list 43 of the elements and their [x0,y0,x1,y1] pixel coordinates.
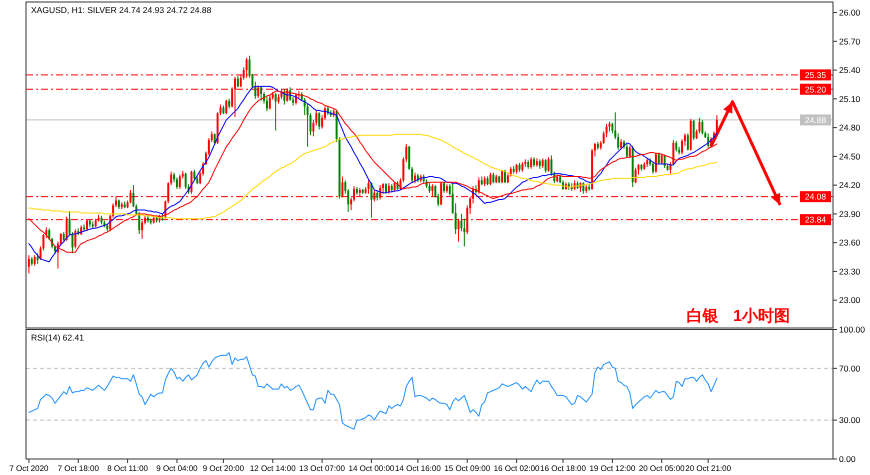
ref-label: 25.20 [800,84,831,95]
y-tick-label: 0.00 [839,454,856,464]
y-tick-label: 100.00 [839,324,866,334]
ref-line-label: 25.20 [804,84,826,94]
x-tick-label: 9 Oct 20:00 [202,464,245,473]
x-tick-label: 14 Oct 00:00 [348,464,395,473]
annotation: 白银 1小时图 [686,307,790,325]
y-tick-label: 25.10 [839,94,861,104]
x-tick-label: 12 Oct 14:00 [250,464,296,473]
x-tick-label: 8 Oct 11:00 [107,464,149,473]
x-tick-label: 16 Oct 18:00 [540,464,586,473]
chart-title: XAGUSD, H1: SILVER 24.74 24.93 24.72 24.88 [31,5,212,15]
x-tick-label: 20 Oct 21:00 [685,464,732,473]
ref-label: 23.84 [800,214,831,226]
ref-line-label: 25.35 [804,70,826,80]
x-tick-label: 20 Oct 05:00 [638,464,686,473]
x-tick-label: 13 Oct 07:00 [299,464,346,473]
y-tick-label: 23.00 [839,295,861,306]
y-tick-label: 24.80 [839,122,861,133]
y-tick-label: 30.00 [839,415,861,426]
ref-line-label: 24.08 [804,192,826,202]
y-tick-label: 25.40 [839,65,861,76]
x-tick-label: 16 Oct 02:00 [494,464,540,473]
y-tick-label: 24.20 [839,180,861,190]
x-tick-label: 19 Oct 12:00 [589,464,636,473]
x-tick-label: 7 Oct 18:00 [58,464,100,473]
y-tick-label: 23.60 [839,238,861,248]
ref-label: 25.35 [800,69,831,80]
y-tick-label: 24.50 [839,151,861,162]
y-tick-label: 23.90 [839,208,861,219]
y-tick-label: 23.30 [839,266,861,276]
ref-label: 24.88 [800,114,831,126]
y-tick-label: 70.00 [839,363,861,374]
x-tick-label: 15 Oct 09:00 [444,464,491,473]
ref-line-label: 24.88 [804,114,826,125]
chart-title: RSI(14) 62.41 [31,332,84,342]
y-tick-label: 25.70 [839,36,861,46]
ref-label: 24.08 [800,191,831,202]
x-tick-label: 9 Oct 04:00 [156,464,198,473]
ref-line-label: 23.84 [804,214,826,225]
x-tick-label: 7 Oct 2020 [9,464,50,473]
y-tick-label: 26.00 [839,8,861,18]
x-tick-label: 14 Oct 16:00 [394,464,442,473]
